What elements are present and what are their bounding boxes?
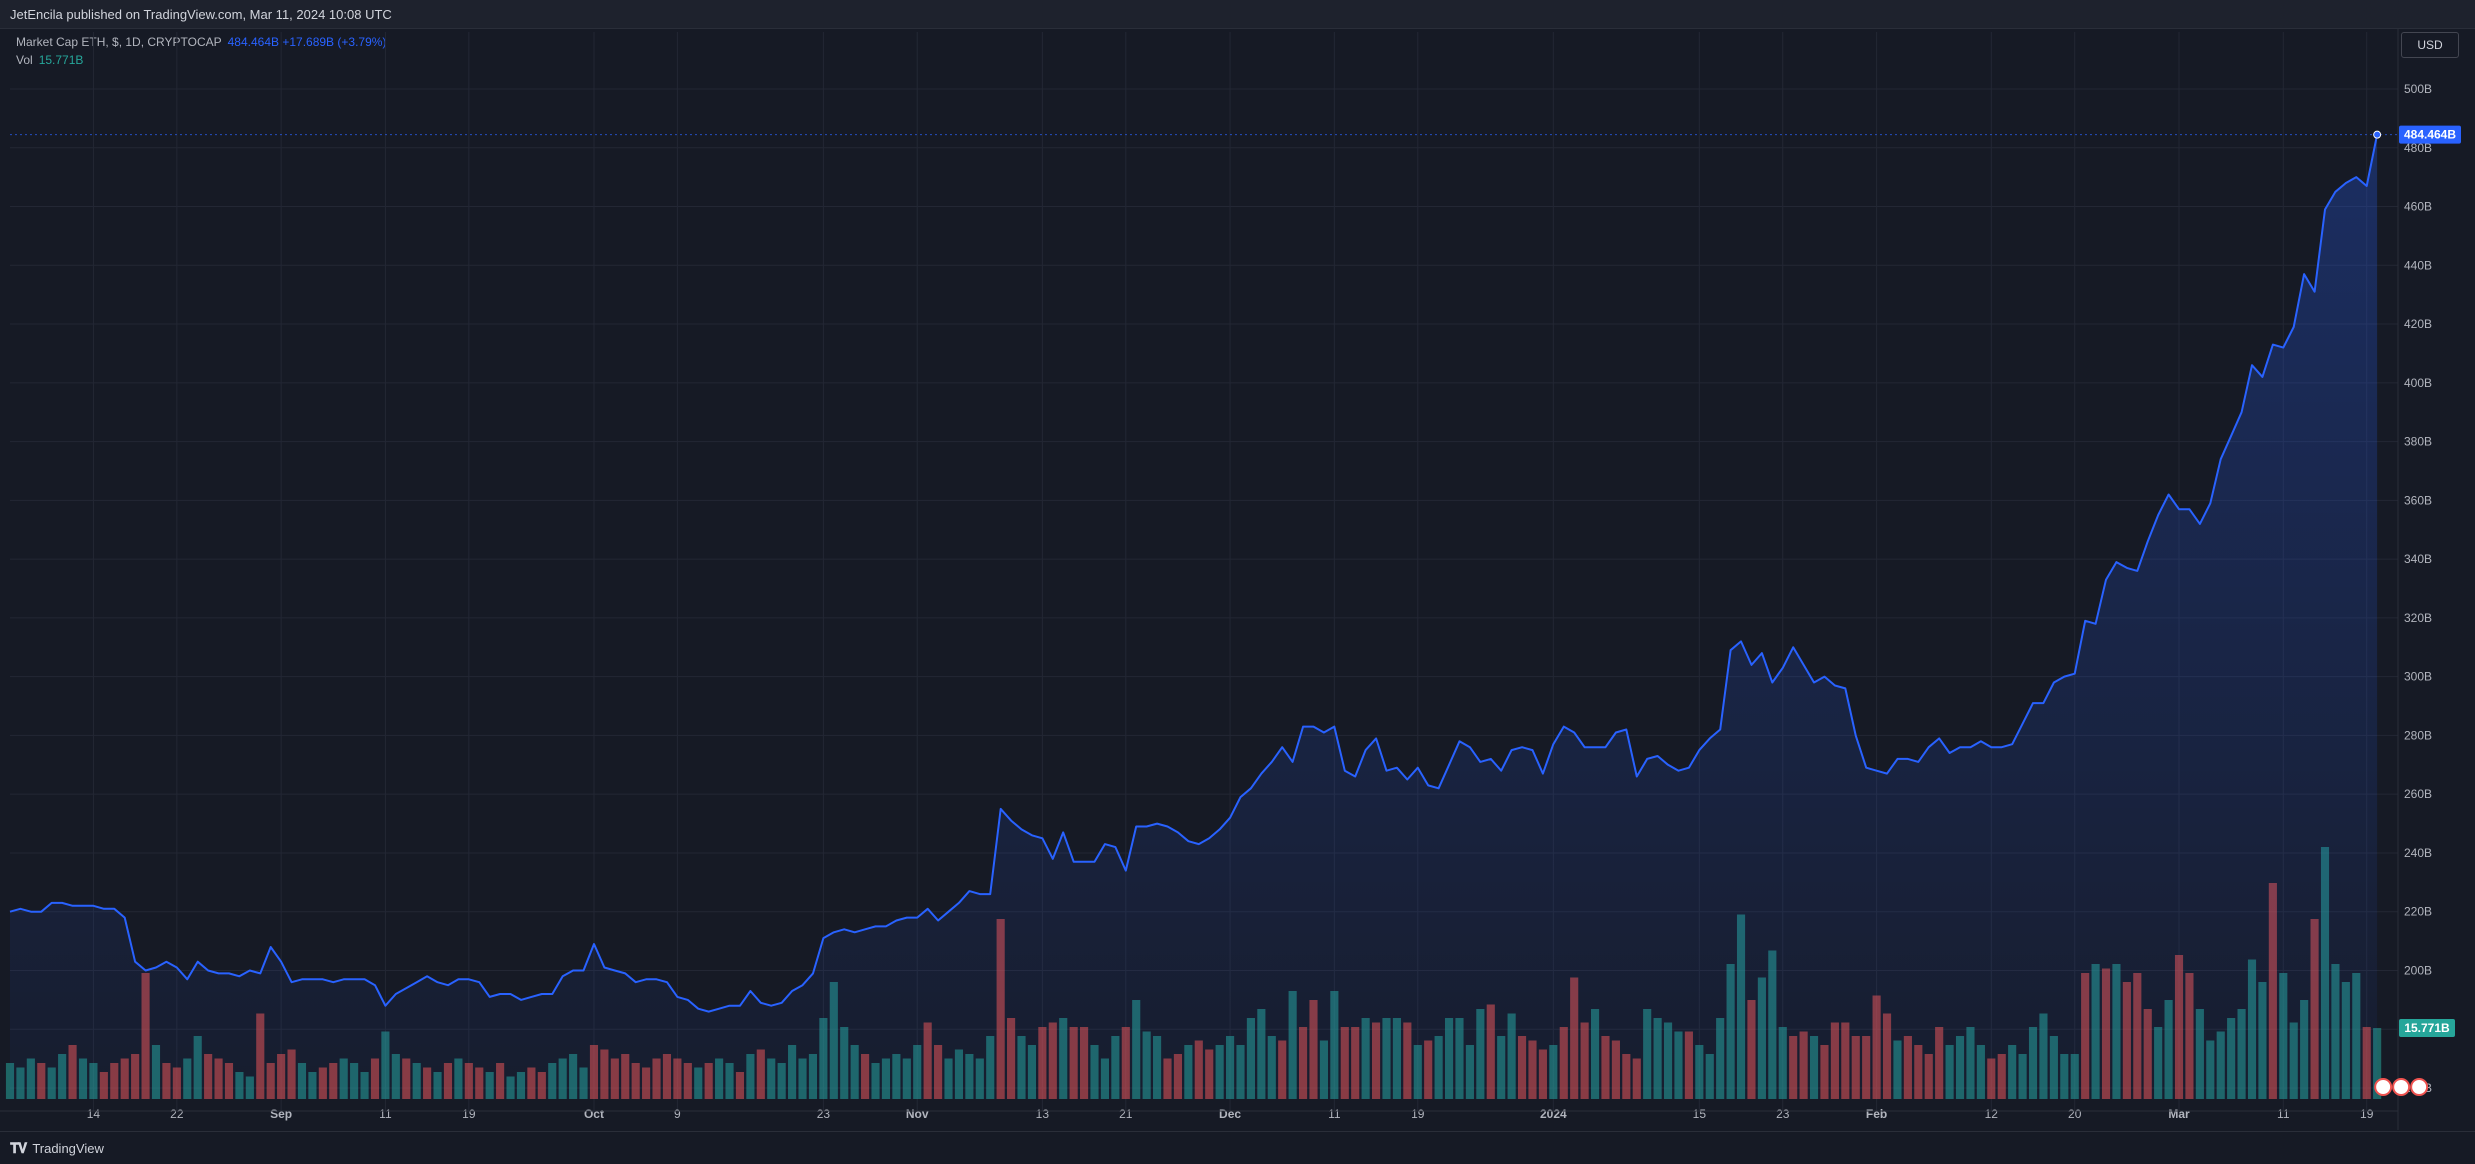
publisher-text: JetEncila published on TradingView.com, … xyxy=(10,7,392,22)
last-price-tag xyxy=(2399,125,2461,144)
last-price-tag-label: 484.464B xyxy=(2404,128,2456,142)
y-tick-label: 440B xyxy=(2404,258,2432,272)
legend-main-row[interactable]: Market Cap ETH, $, 1D, CRYPTOCAP 484.464B… xyxy=(16,33,386,51)
x-tick-label: 19 xyxy=(1411,1107,1425,1121)
y-tick-label: 260B xyxy=(2404,787,2432,801)
x-tick-label: 15 xyxy=(1693,1107,1707,1121)
y-tick-label: 360B xyxy=(2404,493,2432,507)
currency-button[interactable]: USD xyxy=(2401,32,2459,58)
y-tick-label: 220B xyxy=(2404,905,2432,919)
x-tick-label: 11 xyxy=(379,1107,392,1121)
price-area-fill xyxy=(10,134,2378,1100)
last-price-point xyxy=(2373,130,2382,139)
x-tick-label: 13 xyxy=(1036,1107,1050,1121)
x-tick-label: Oct xyxy=(584,1107,604,1121)
volume-tag xyxy=(2399,1019,2455,1038)
y-tick-label: 460B xyxy=(2404,200,2432,214)
x-tick-label: 11 xyxy=(1328,1107,1341,1121)
y-tick-label: 340B xyxy=(2404,552,2432,566)
y-tick-label: 280B xyxy=(2404,728,2432,742)
event-flag-icon xyxy=(2410,1078,2429,1096)
brand-label: TradingView xyxy=(32,1141,104,1156)
x-tick-label: 20 xyxy=(2068,1107,2082,1121)
x-tick-label: 9 xyxy=(674,1107,681,1121)
tradingview-brand[interactable]: 𝐓𝐕 TradingView xyxy=(10,1140,104,1157)
x-tick-label: 19 xyxy=(2360,1107,2374,1121)
x-tick-label: Mar xyxy=(2168,1107,2190,1121)
x-tick-label: Feb xyxy=(1866,1107,1887,1121)
y-tick-label: 400B xyxy=(2404,376,2432,390)
y-tick-label: 380B xyxy=(2404,435,2432,449)
x-tick-label: 11 xyxy=(2277,1107,2290,1121)
legend-volume-row[interactable]: Vol 15.771B xyxy=(16,51,386,69)
x-tick-label: 2024 xyxy=(1540,1107,1567,1121)
x-tick-label: 23 xyxy=(817,1107,831,1121)
y-tick-label: 500B xyxy=(2404,82,2432,96)
x-tick-label: 22 xyxy=(170,1107,184,1121)
tradingview-logo-icon: 𝐓𝐕 xyxy=(10,1140,27,1156)
axes: 500B 480B 460B 440B 420B 400B 380B 360B 340B 320B… xyxy=(0,28,2461,1130)
x-tick-label: 19 xyxy=(462,1107,476,1121)
x-tick-label: Dec xyxy=(1219,1107,1241,1121)
y-tick-label: 300B xyxy=(2404,670,2432,684)
x-tick-label: 12 xyxy=(1985,1107,1999,1121)
price-chart[interactable]: 500B 480B 460B 440B 420B 400B 380B 360B 340B 320B… xyxy=(0,28,2475,1130)
event-flag-icon xyxy=(2374,1078,2393,1096)
y-tick-label: 200B xyxy=(2404,963,2432,977)
event-flag-icon xyxy=(2392,1078,2411,1096)
legend-symbol: Market Cap ETH, $, 1D, CRYPTOCAP xyxy=(16,35,222,49)
legend-values: 484.464B +17.689B (+3.79%) xyxy=(227,35,387,49)
y-tick-label: 320B xyxy=(2404,611,2432,625)
y-tick-label: 480B xyxy=(2404,141,2432,155)
footer-bar: 𝐓𝐕 TradingView xyxy=(0,1131,2475,1164)
y-tick-label: 240B xyxy=(2404,846,2432,860)
x-tick-label: 23 xyxy=(1776,1107,1790,1121)
x-tick-label: 14 xyxy=(87,1107,101,1121)
x-tick-label: 21 xyxy=(1119,1107,1133,1121)
y-tick-label: 420B xyxy=(2404,317,2432,331)
legend-vol-value: 15.771B xyxy=(38,53,84,67)
x-tick-label: Nov xyxy=(906,1107,929,1121)
x-tick-label: Sep xyxy=(270,1107,292,1121)
price-area xyxy=(9,130,2398,1100)
volume-bar xyxy=(2373,1028,2382,1099)
price-line xyxy=(9,134,2379,1013)
legend-vol-label: Vol xyxy=(16,53,33,67)
chart-legend: Market Cap ETH, $, 1D, CRYPTOCAP 484.464B… xyxy=(16,33,386,69)
publisher-bar: JetEncila published on TradingView.com, … xyxy=(0,0,2475,29)
volume-tag-label: 15.771B xyxy=(2404,1021,2450,1035)
